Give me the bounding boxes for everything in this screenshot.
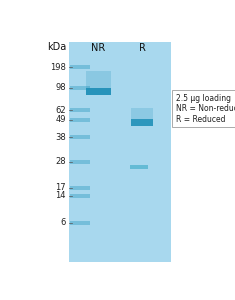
Text: NR: NR — [91, 44, 106, 53]
Bar — [70, 220, 90, 225]
Bar — [70, 42, 172, 262]
Text: 98: 98 — [55, 83, 66, 92]
Text: 2.5 μg loading
NR = Non-reduced
R = Reduced: 2.5 μg loading NR = Non-reduced R = Redu… — [176, 94, 235, 124]
Bar — [131, 108, 153, 119]
Bar — [70, 135, 90, 139]
Bar — [70, 86, 90, 90]
Text: 14: 14 — [55, 191, 66, 200]
Text: kDa: kDa — [48, 42, 67, 52]
Bar — [86, 88, 111, 95]
Bar — [70, 186, 90, 190]
Bar — [131, 119, 153, 126]
Bar — [70, 160, 90, 164]
Bar — [70, 118, 90, 122]
Text: 6: 6 — [60, 218, 66, 227]
Text: R: R — [139, 44, 146, 53]
Bar — [70, 194, 90, 198]
Bar — [129, 165, 148, 169]
Bar — [70, 108, 90, 112]
Text: 38: 38 — [55, 133, 66, 142]
Text: 198: 198 — [50, 63, 66, 72]
Text: 28: 28 — [55, 158, 66, 166]
Bar — [70, 65, 90, 69]
Text: 49: 49 — [55, 115, 66, 124]
Text: 17: 17 — [55, 183, 66, 192]
Bar — [86, 70, 111, 88]
Text: 62: 62 — [55, 106, 66, 115]
